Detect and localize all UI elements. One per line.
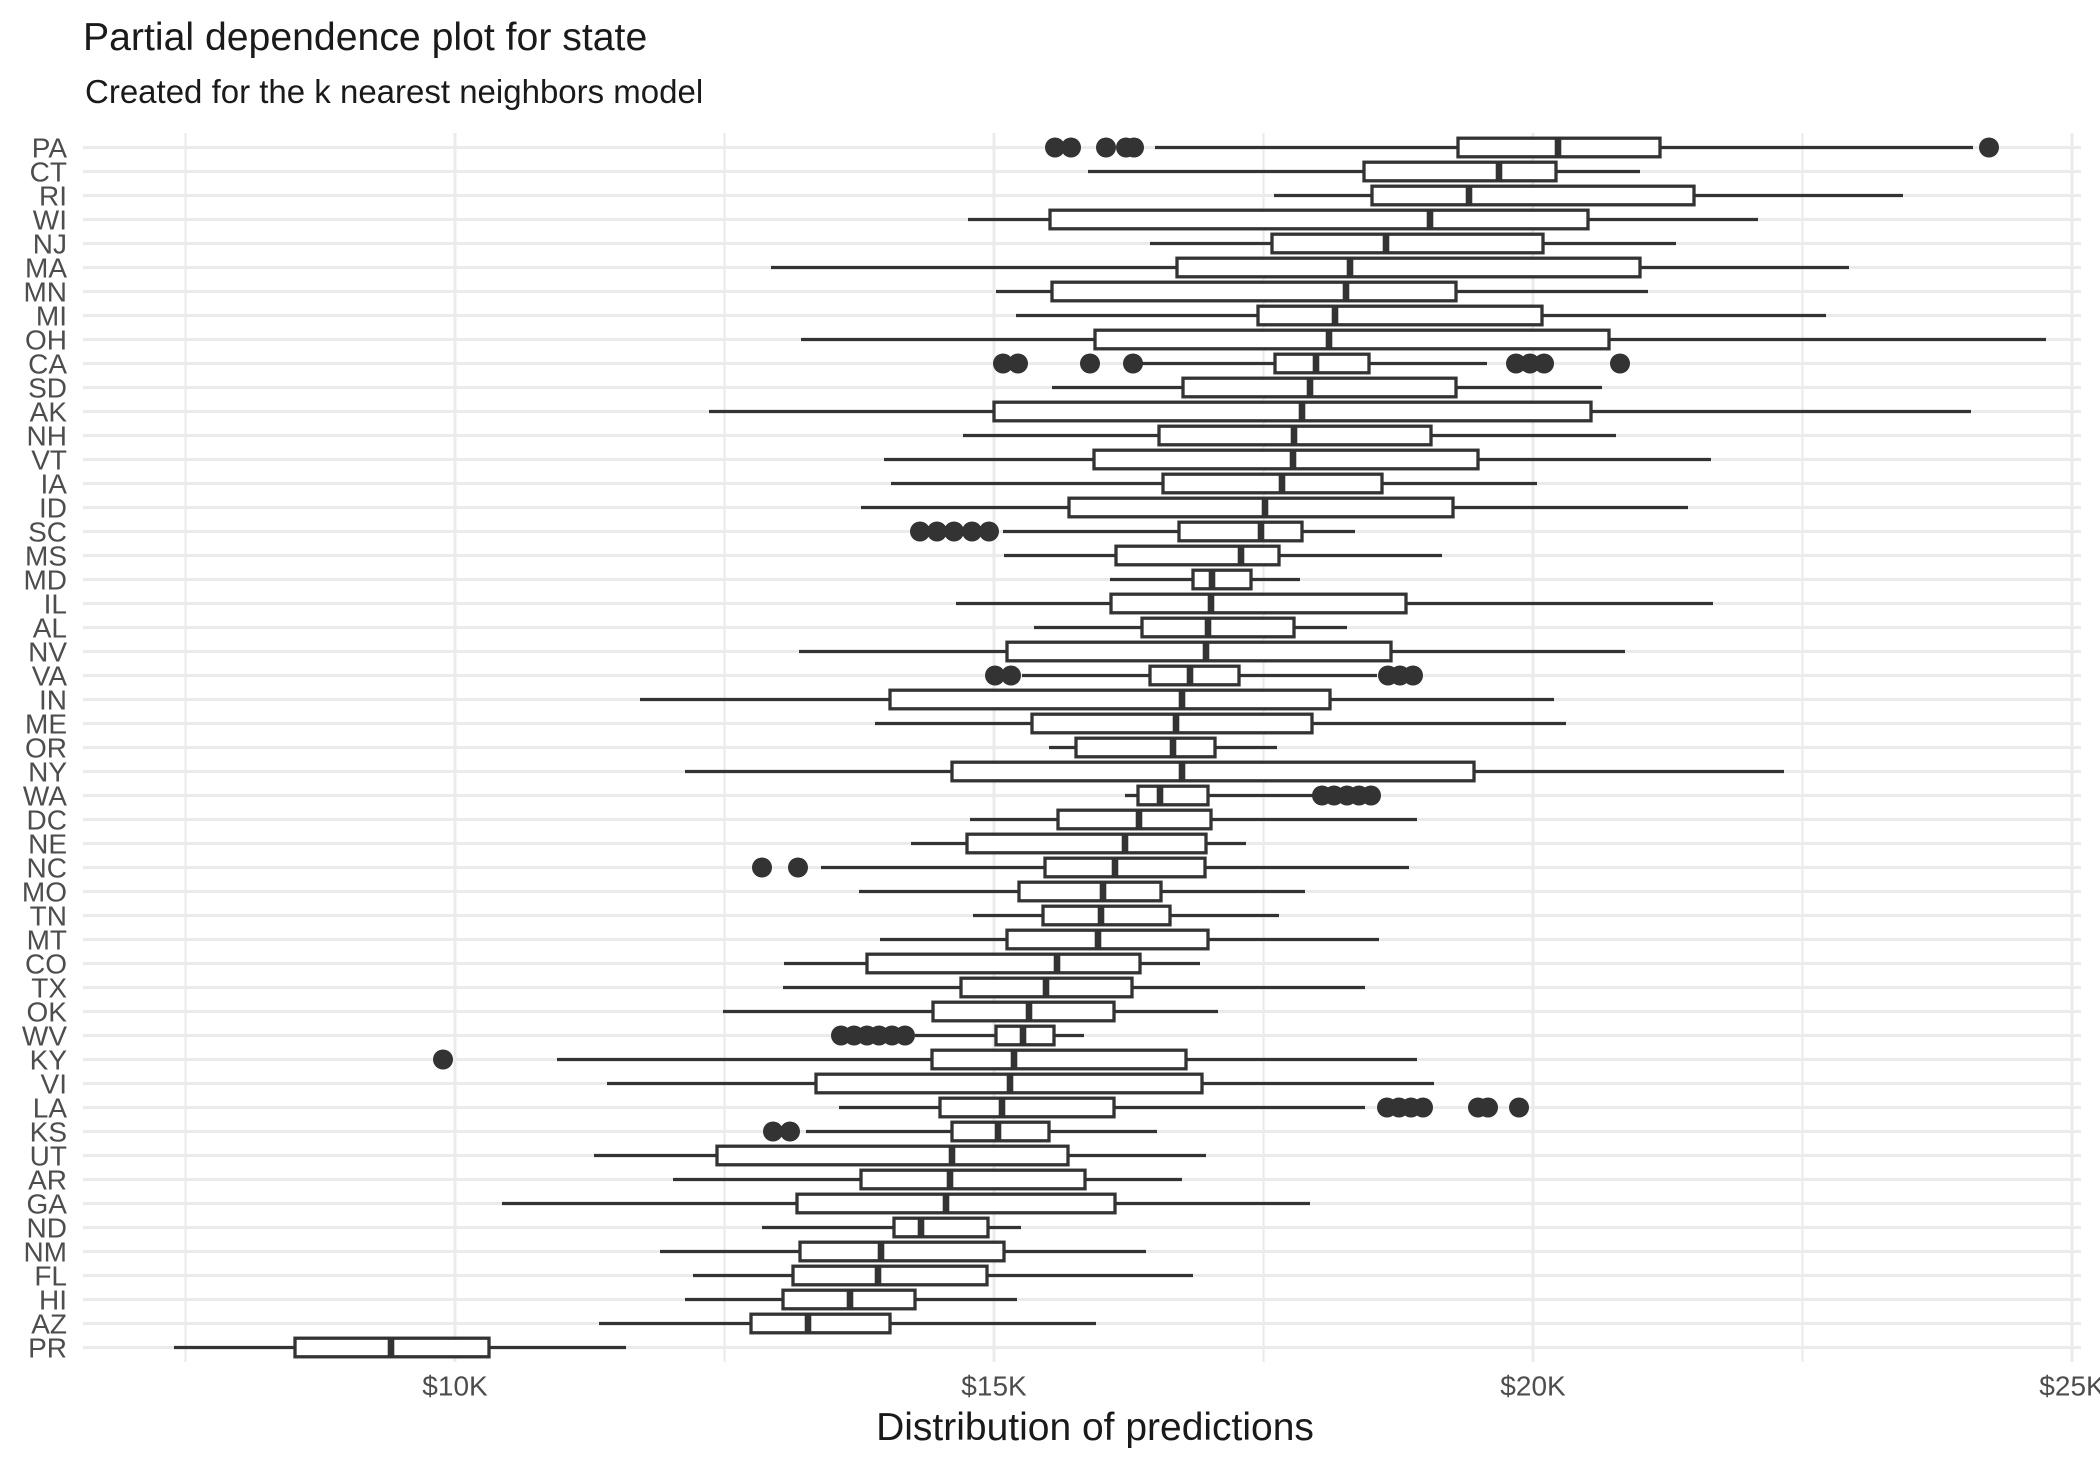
svg-text:VT: VT — [31, 445, 67, 476]
svg-text:OR: OR — [25, 733, 67, 764]
svg-text:OK: OK — [27, 997, 68, 1028]
svg-text:AZ: AZ — [31, 1309, 67, 1340]
svg-text:WA: WA — [23, 781, 67, 812]
svg-text:$20K: $20K — [1500, 1371, 1566, 1402]
svg-text:LA: LA — [33, 1093, 68, 1124]
svg-text:NM: NM — [23, 1237, 67, 1268]
svg-text:MD: MD — [23, 565, 67, 596]
svg-text:NC: NC — [27, 853, 67, 884]
svg-text:TN: TN — [30, 901, 67, 932]
svg-text:NH: NH — [27, 421, 67, 452]
svg-text:$25K: $25K — [2039, 1371, 2100, 1402]
svg-text:KY: KY — [30, 1045, 68, 1076]
svg-text:SD: SD — [28, 373, 67, 404]
svg-text:TX: TX — [31, 973, 67, 1004]
svg-text:AR: AR — [28, 1165, 67, 1196]
svg-text:Created for the k nearest neig: Created for the k nearest neighbors mode… — [85, 73, 703, 110]
svg-text:ND: ND — [27, 1213, 67, 1244]
svg-text:MT: MT — [27, 925, 67, 956]
svg-text:MA: MA — [25, 253, 67, 284]
svg-text:PR: PR — [28, 1333, 67, 1364]
svg-text:ME: ME — [25, 709, 67, 740]
svg-text:$15K: $15K — [961, 1371, 1027, 1402]
svg-text:MN: MN — [23, 277, 67, 308]
svg-text:HI: HI — [39, 1285, 67, 1316]
svg-text:CT: CT — [30, 157, 67, 188]
svg-text:NE: NE — [28, 829, 67, 860]
svg-text:Distribution of predictions: Distribution of predictions — [876, 1406, 1314, 1449]
svg-text:FL: FL — [34, 1261, 67, 1292]
svg-text:PA: PA — [32, 133, 68, 164]
svg-text:MS: MS — [25, 541, 67, 572]
svg-text:AL: AL — [33, 613, 67, 644]
svg-text:SC: SC — [28, 517, 67, 548]
svg-text:GA: GA — [27, 1189, 68, 1220]
svg-text:RI: RI — [39, 181, 67, 212]
svg-text:KS: KS — [30, 1117, 67, 1148]
svg-text:VA: VA — [32, 661, 68, 692]
svg-text:CO: CO — [25, 949, 67, 980]
svg-text:MO: MO — [22, 877, 67, 908]
svg-text:CA: CA — [28, 349, 67, 380]
svg-text:MI: MI — [36, 301, 67, 332]
svg-text:UT: UT — [30, 1141, 67, 1172]
svg-text:DC: DC — [27, 805, 67, 836]
svg-text:VI: VI — [41, 1069, 67, 1100]
svg-text:AK: AK — [30, 397, 68, 428]
svg-text:IA: IA — [41, 469, 68, 500]
svg-text:IL: IL — [44, 589, 67, 620]
svg-text:WV: WV — [22, 1021, 67, 1052]
svg-text:$10K: $10K — [422, 1371, 488, 1402]
svg-text:OH: OH — [25, 325, 67, 356]
svg-text:ID: ID — [39, 493, 67, 524]
svg-text:NJ: NJ — [33, 229, 67, 260]
svg-text:NV: NV — [28, 637, 67, 668]
svg-text:NY: NY — [28, 757, 67, 788]
svg-text:Partial dependence plot for st: Partial dependence plot for state — [83, 16, 647, 59]
svg-text:IN: IN — [39, 685, 67, 716]
svg-text:WI: WI — [33, 205, 67, 236]
